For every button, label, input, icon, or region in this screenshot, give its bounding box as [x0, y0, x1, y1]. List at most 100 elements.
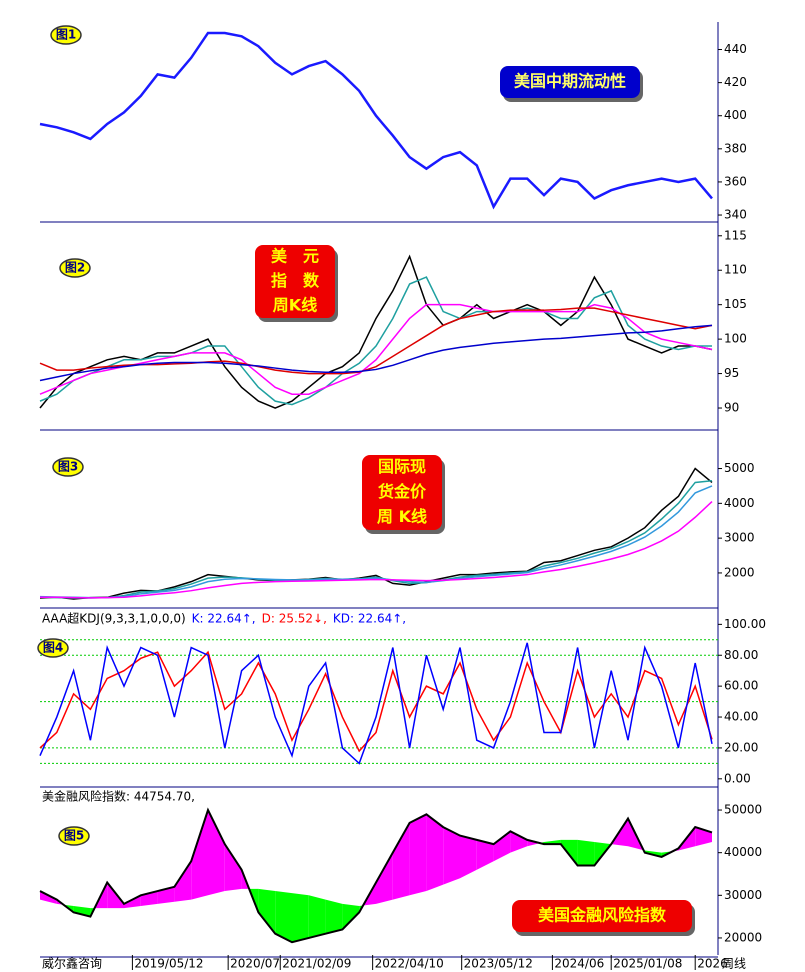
- badge-label: 图1: [56, 28, 76, 42]
- annotation-text: 美国中期流动性: [514, 72, 626, 91]
- badge: [50, 25, 82, 45]
- risk-fill: [392, 822, 410, 900]
- series-line: [39, 324, 713, 382]
- risk-line: [39, 807, 713, 944]
- annotation-box: [255, 245, 335, 318]
- y-tick-label: 105: [724, 297, 747, 311]
- risk-fill: [544, 839, 561, 845]
- y-tick-label: 110: [724, 263, 747, 277]
- badge-label: 图5: [64, 829, 84, 843]
- series-line: [39, 485, 713, 599]
- y-tick-label: 2000: [724, 565, 755, 579]
- badge-label: 图4: [43, 641, 63, 655]
- risk-fill: [208, 810, 225, 896]
- x-axis-label: 周线: [722, 957, 746, 971]
- x-tick-label: 2023/05/12: [464, 957, 533, 971]
- y-tick-label: 95: [724, 366, 739, 380]
- annotation-box: [500, 66, 640, 98]
- x-tick-label: 2022/04/10: [375, 957, 444, 971]
- panel-header: 美金融风险指数: 44754.70,: [42, 789, 195, 804]
- risk-fill: [224, 844, 242, 892]
- y-tick-label: 3000: [724, 531, 755, 545]
- panel-header: KD: 22.64↑,: [333, 612, 406, 626]
- y-tick-label: 40000: [724, 845, 762, 859]
- series-line: [39, 254, 713, 409]
- panel-header: D: 25.52↓,: [262, 612, 327, 626]
- badge-label: 图2: [65, 261, 85, 275]
- badge: [52, 457, 84, 477]
- annotation-text: 货金价: [378, 482, 427, 501]
- y-tick-label: 440: [724, 42, 747, 56]
- series-line: [39, 642, 713, 765]
- y-tick-label: 380: [724, 141, 747, 155]
- risk-fill: [460, 835, 477, 879]
- series-line: [39, 303, 713, 395]
- annotation-text: 美国金融风险指数: [538, 906, 667, 925]
- risk-fill: [308, 895, 326, 938]
- annotation-text: 美 元: [271, 247, 319, 266]
- y-tick-label: 30000: [724, 888, 762, 902]
- series-line: [39, 307, 713, 375]
- y-tick-label: 80.00: [724, 648, 758, 662]
- risk-fill: [510, 831, 528, 853]
- y-tick-label: 420: [724, 75, 747, 89]
- y-tick-label: 50000: [724, 803, 762, 817]
- y-tick-label: 360: [724, 174, 747, 188]
- y-tick-label: 400: [724, 108, 747, 122]
- series-line: [39, 31, 713, 210]
- x-tick-label: 2026: [697, 957, 728, 971]
- x-tick-label: 2020/07: [230, 957, 280, 971]
- series-line: [39, 479, 713, 599]
- panel-header: K: 22.64↑,: [192, 612, 256, 626]
- annotation-box: [362, 455, 442, 530]
- risk-fill: [476, 839, 494, 870]
- badge: [59, 258, 91, 278]
- series-line: [39, 276, 712, 406]
- risk-fill: [342, 903, 360, 930]
- annotation-text: 周K线: [273, 295, 317, 314]
- risk-fill: [275, 891, 292, 943]
- y-tick-label: 4000: [724, 496, 755, 510]
- series-line: [40, 501, 713, 599]
- y-tick-label: 40.00: [724, 710, 758, 724]
- series-line: [39, 650, 713, 753]
- risk-fill: [191, 810, 208, 900]
- annotation-text: 指 数: [271, 271, 320, 290]
- source-label: 威尔鑫咨询: [42, 956, 102, 971]
- y-tick-label: 20000: [724, 930, 762, 944]
- annotation-text: 周 K线: [377, 507, 427, 526]
- risk-fill: [174, 861, 192, 902]
- risk-fill: [409, 814, 427, 896]
- risk-fill: [73, 905, 91, 917]
- risk-fill: [157, 886, 175, 904]
- y-tick-label: 60.00: [724, 679, 758, 693]
- y-tick-label: 5000: [724, 461, 755, 475]
- annotation-box: [512, 900, 692, 932]
- x-tick-label: 2021/02/09: [282, 957, 351, 971]
- y-tick-label: 115: [724, 228, 747, 242]
- risk-fill: [443, 827, 460, 885]
- y-tick-label: 100: [724, 332, 747, 346]
- badge-label: 图3: [58, 460, 78, 474]
- risk-fill: [325, 899, 343, 934]
- y-tick-label: 0.00: [724, 771, 751, 785]
- risk-fill: [258, 888, 276, 934]
- badge: [37, 638, 69, 658]
- y-tick-label: 100.00: [724, 617, 766, 631]
- risk-fill: [426, 814, 444, 892]
- x-tick-label: 2024/06: [554, 957, 604, 971]
- x-tick-label: 2025/01/08: [613, 957, 682, 971]
- risk-fill: [577, 839, 595, 866]
- panel-header: AAA超KDJ(9,3,3,1,0,0,0): [42, 611, 186, 626]
- y-tick-label: 90: [724, 401, 739, 415]
- y-tick-label: 20.00: [724, 740, 758, 754]
- y-tick-label: 340: [724, 208, 747, 222]
- risk-fill: [292, 893, 309, 943]
- annotation-text: 国际现: [378, 457, 426, 476]
- risk-fill: [493, 831, 511, 862]
- badge: [58, 826, 90, 846]
- x-tick-label: 2019/05/12: [134, 957, 203, 971]
- risk-fill: [376, 852, 393, 904]
